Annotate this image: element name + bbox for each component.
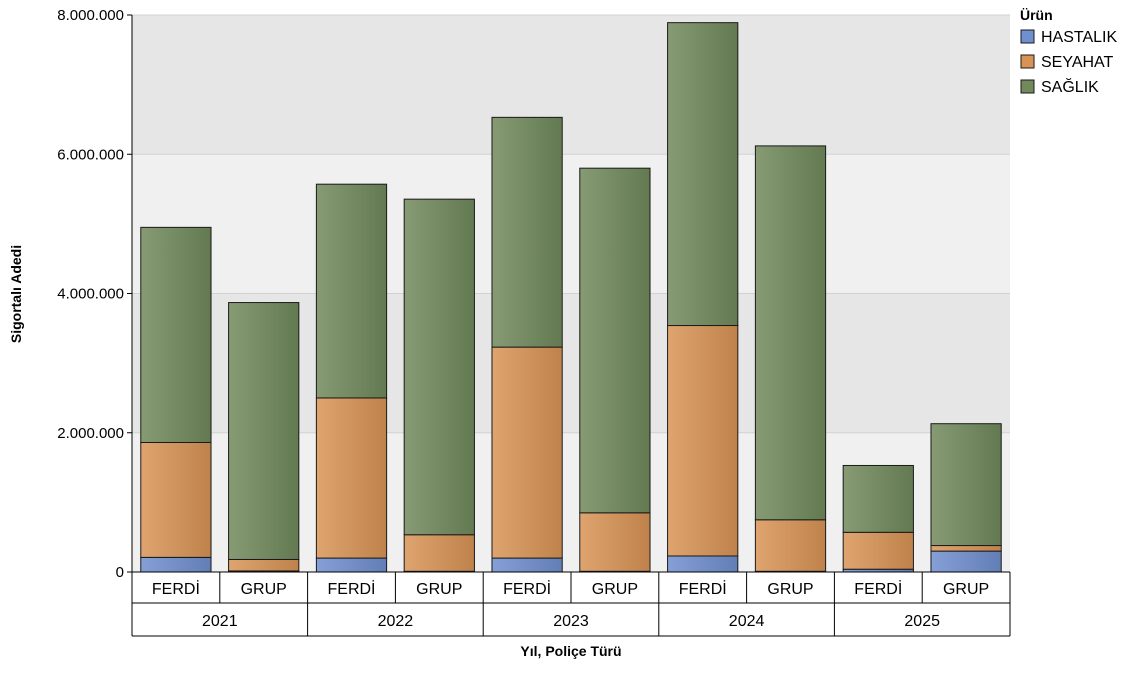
x-group-label: 2022 bbox=[378, 613, 414, 630]
y-tick-label: 6.000.000 bbox=[57, 146, 124, 163]
x-tick-label: GRUP bbox=[241, 581, 287, 598]
x-group-label: 2023 bbox=[553, 613, 589, 630]
bar-segment-sağlik bbox=[754, 145, 827, 521]
y-axis-ticks: 0 2.000.000 4.000.000 6.000.000 8.000.000 bbox=[57, 7, 132, 581]
x-group-label: 2021 bbox=[202, 613, 238, 630]
y-tick-label: 0 bbox=[116, 564, 124, 581]
bar-segment-seyahat bbox=[315, 397, 388, 559]
legend-label: SAĞLIK bbox=[1041, 77, 1099, 96]
x-tick-label: GRUP bbox=[416, 581, 462, 598]
x-group-label: 2025 bbox=[904, 613, 940, 630]
bar-segment-seyahat bbox=[930, 545, 1002, 552]
x-tick-label: FERDİ bbox=[152, 579, 200, 598]
bar-segment-hastalik bbox=[140, 556, 212, 573]
bar-segment-seyahat bbox=[667, 325, 739, 557]
bar-segment-sağlik bbox=[315, 183, 388, 399]
y-tick-label: 2.000.000 bbox=[57, 425, 124, 442]
bar-segment-seyahat bbox=[754, 519, 827, 572]
x-axis-label: Yıl, Poliçe Türü bbox=[520, 643, 621, 659]
bar-segment-hastalik bbox=[491, 557, 563, 573]
y-tick-label: 8.000.000 bbox=[57, 7, 124, 24]
bar-segment-sağlik bbox=[140, 226, 212, 443]
x-tick-label: FERDİ bbox=[503, 579, 551, 598]
plot-band bbox=[132, 15, 1010, 155]
plot-band bbox=[132, 154, 1010, 294]
x-tick-label: FERDİ bbox=[679, 579, 727, 598]
bar-segment-seyahat bbox=[228, 558, 300, 572]
x-tick-label: FERDİ bbox=[854, 579, 902, 598]
bar-segment-seyahat bbox=[140, 441, 212, 558]
x-group-label: 2024 bbox=[729, 613, 765, 630]
bars bbox=[140, 22, 1002, 573]
bar-segment-seyahat bbox=[579, 512, 651, 572]
bar-segment-sağlik bbox=[579, 167, 651, 514]
bar-segment-seyahat bbox=[403, 534, 475, 572]
bar-segment-hastalik bbox=[315, 557, 388, 573]
legend-label: SEYAHAT bbox=[1041, 54, 1114, 71]
x-tick-label: GRUP bbox=[943, 581, 989, 598]
bar-segment-sağlik bbox=[842, 464, 914, 533]
y-axis-label: Sigortalı Adedi bbox=[8, 245, 24, 343]
legend-title: Ürün bbox=[1020, 7, 1053, 23]
bar-segment-sağlik bbox=[930, 423, 1002, 547]
legend-swatch bbox=[1020, 54, 1035, 69]
y-tick-label: 4.000.000 bbox=[57, 286, 124, 303]
bar-segment-sağlik bbox=[667, 22, 739, 327]
legend: Ürün HASTALIK SEYAHAT SAĞLIK bbox=[1020, 7, 1118, 96]
x-tick-label: GRUP bbox=[767, 581, 813, 598]
legend-label: HASTALIK bbox=[1041, 29, 1118, 46]
x-tick-label: GRUP bbox=[592, 581, 638, 598]
plot-background bbox=[132, 15, 1010, 572]
bar-segment-seyahat bbox=[491, 346, 563, 559]
bar-segment-sağlik bbox=[403, 198, 475, 536]
bar-segment-seyahat bbox=[842, 531, 914, 570]
legend-swatch bbox=[1020, 29, 1035, 44]
bar-segment-hastalik bbox=[930, 550, 1002, 573]
legend-swatch bbox=[1020, 79, 1035, 94]
bar-segment-sağlik bbox=[228, 302, 300, 560]
x-axis-categories: FERDİ GRUP FERDİ GRUP FERDİ GRUP FERDİ GRUP FERD… bbox=[131, 572, 1011, 637]
bar-segment-sağlik bbox=[491, 116, 563, 348]
bar-segment-hastalik bbox=[667, 555, 739, 573]
x-tick-label: FERDİ bbox=[328, 579, 376, 598]
